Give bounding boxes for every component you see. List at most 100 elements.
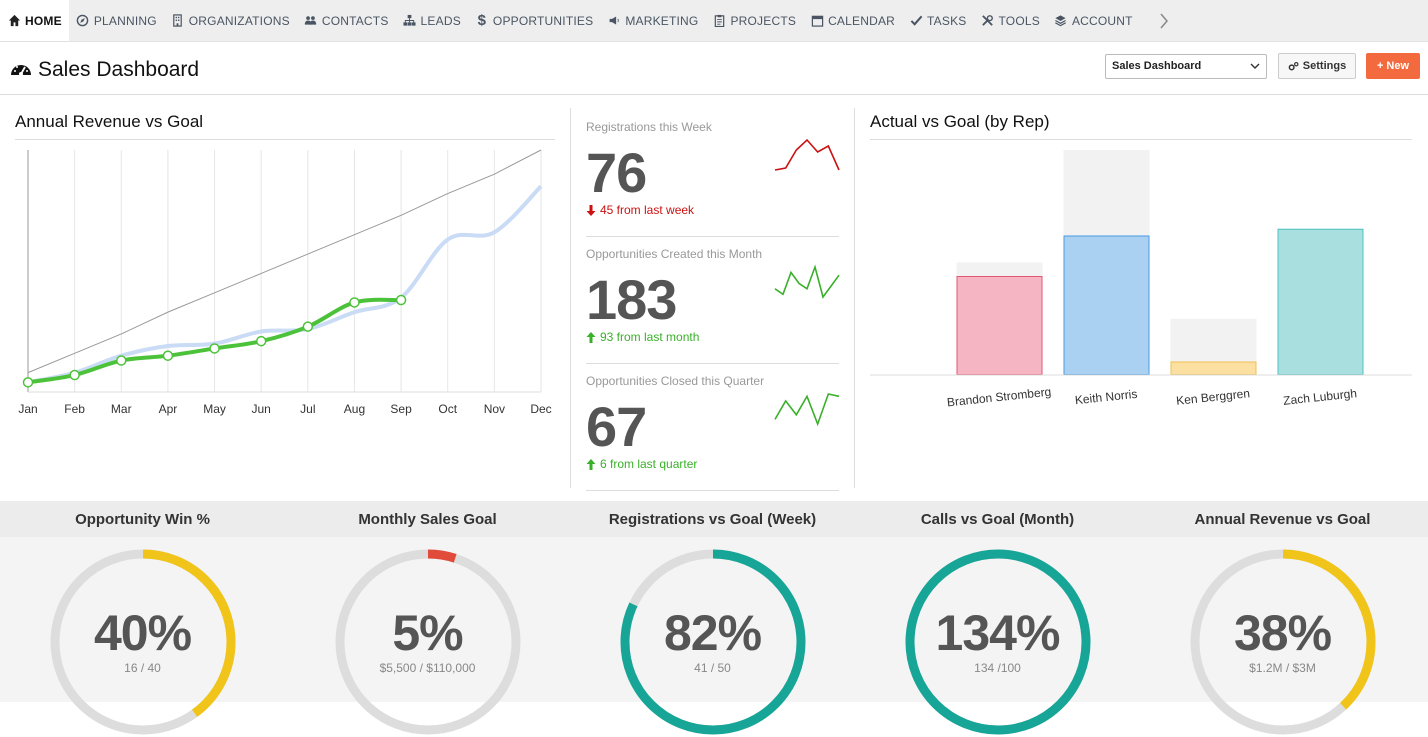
goal-line — [27, 149, 542, 374]
kpi-opportunities-closed: Opportunities Closed this Quarter 67 6 f… — [586, 364, 840, 491]
nav-item-label: OPPORTUNITIES — [492, 13, 594, 28]
sparkline — [774, 138, 840, 171]
gauge-title: Opportunity Win % — [75, 511, 210, 528]
calendar-icon — [810, 14, 824, 28]
clipboard-icon — [712, 14, 726, 28]
gauge-subtext: 134 /100 — [974, 661, 1021, 675]
x-tick-label: Zach Luburgh — [1283, 386, 1358, 408]
gauge-subtext: $1.2M / $3M — [1249, 661, 1316, 675]
settings-button[interactable]: Settings — [1278, 53, 1356, 79]
gauge-percent: 40% — [93, 605, 192, 661]
revenue-chart: Jan Feb Mar Apr May Jun Jul Aug Sep Oct Nov Dec — [18, 149, 552, 416]
kpi-label: Opportunities Created this Month — [586, 247, 763, 261]
hierarchy-icon — [403, 14, 417, 28]
nav-item-account[interactable]: ACCOUNT — [1047, 0, 1140, 41]
gauge-fill — [335, 549, 521, 735]
dashboard-select[interactable]: Sales Dashboard — [1105, 54, 1267, 79]
actual-point — [395, 294, 407, 306]
people-icon — [304, 14, 318, 28]
actual-bar — [1170, 361, 1257, 375]
check-icon — [909, 14, 923, 28]
nav-item-label: LEADS — [420, 13, 461, 28]
megaphone-icon — [607, 14, 621, 28]
kpi-label: Opportunities Closed this Quarter — [586, 374, 765, 388]
nav-item-opportunities[interactable]: $ OPPORTUNITIES — [468, 0, 600, 41]
x-tick-label: Brandon Stromberg — [946, 385, 1052, 410]
nav-item-tasks[interactable]: TASKS — [902, 0, 973, 41]
dashboard-select-value: Sales Dashboard — [1112, 60, 1202, 72]
rep-chart: Brandon Stromberg Keith Norris Ken Berggre… — [870, 150, 1412, 410]
nav-item-projects[interactable]: PROJECTS — [705, 0, 803, 41]
nav-item-label: PROJECTS — [730, 13, 797, 28]
gauge: Registrations vs Goal (Week) 82% 41 / 50 — [570, 501, 855, 735]
nav-item-label: HOME — [25, 13, 62, 28]
x-tick-label: Ken Berggren — [1176, 386, 1251, 408]
actual-bar — [956, 276, 1043, 375]
x-tick-label: Oct — [438, 402, 457, 416]
nav-item-calendar[interactable]: CALENDAR — [803, 0, 902, 41]
nav-item-leads[interactable]: LEADS — [396, 0, 468, 41]
kpi-delta-text: 6 from last quarter — [600, 457, 698, 471]
page-title-text: Sales Dashboard — [38, 58, 200, 81]
x-tick-label: Jul — [300, 402, 315, 416]
nav-item-home[interactable]: HOME — [0, 0, 69, 41]
new-label: + New — [1376, 60, 1410, 72]
nav-item-marketing[interactable]: MARKETING — [600, 0, 705, 41]
sparkline — [774, 393, 840, 426]
gauge-header-band — [0, 501, 1428, 537]
gears-icon — [1288, 61, 1299, 70]
nav-item-label: TOOLS — [998, 13, 1040, 28]
nav-item-label: TASKS — [927, 13, 967, 28]
x-tick-label: Aug — [344, 402, 365, 416]
new-button[interactable]: + New — [1366, 53, 1420, 79]
kpi-delta: 93 from last month — [586, 330, 699, 344]
gauge: Opportunity Win % 40% 16 / 40 — [0, 501, 285, 735]
revenue-panel: Annual Revenue vs Goal — [15, 112, 555, 140]
actual-point — [69, 369, 80, 381]
arrow-up-icon — [586, 458, 596, 470]
kpi-value: 183 — [586, 268, 677, 331]
nav-item-tools[interactable]: TOOLS — [973, 0, 1046, 41]
kpi-delta: 45 from last week — [586, 203, 694, 217]
x-tick-label: Nov — [484, 402, 505, 416]
building-icon — [171, 14, 185, 28]
wrench-icon — [980, 14, 994, 28]
kpi-value: 76 — [586, 141, 647, 204]
sparkline-path — [774, 138, 840, 171]
sparkline-path — [774, 393, 840, 426]
title-bar: Sales Dashboard Sales Dashboard Settings… — [0, 43, 1428, 95]
page-title: Sales Dashboard — [10, 58, 199, 82]
gauge-percent: 38% — [1233, 605, 1332, 661]
nav-item-planning[interactable]: PLANNING — [69, 0, 164, 41]
nav-more-button[interactable] — [1146, 0, 1182, 41]
arrow-down-icon — [586, 204, 596, 216]
x-tick-label: Feb — [64, 402, 85, 416]
gauge-percent: 82% — [663, 605, 762, 661]
sparkline-path — [774, 264, 840, 299]
nav-item-contacts[interactable]: CONTACTS — [297, 0, 396, 41]
kpi-delta-text: 45 from last week — [600, 203, 695, 217]
gauge-subtext: 16 / 40 — [124, 661, 161, 675]
kpi-opportunities-created: Opportunities Created this Month 183 93 … — [586, 237, 840, 364]
layers-icon — [1054, 14, 1068, 28]
revenue-panel-title: Annual Revenue vs Goal — [15, 112, 204, 131]
dashboard-icon — [11, 65, 31, 76]
nav-item-organizations[interactable]: ORGANIZATIONS — [164, 0, 297, 41]
kpi-delta-text: 93 from last month — [600, 330, 700, 344]
x-tick-label: Jun — [252, 402, 271, 416]
nav-item-label: ORGANIZATIONS — [188, 13, 290, 28]
gauge-subtext: $5,500 / $110,000 — [379, 661, 476, 675]
x-tick-label: Apr — [159, 402, 178, 416]
chevron-right-icon — [1160, 13, 1168, 28]
actual-point — [209, 343, 220, 354]
gauge-strip: Opportunity Win % 40% 16 / 40 Monthly Sales… — [0, 501, 1428, 735]
x-tick-label: Sep — [390, 402, 412, 416]
actual-point — [162, 350, 174, 361]
actual-bar — [1277, 228, 1364, 375]
compass-icon — [76, 14, 90, 28]
home-icon — [7, 14, 21, 28]
actual-point — [116, 355, 127, 366]
arrow-up-icon — [586, 331, 596, 343]
nav-item-label: CALENDAR — [828, 13, 896, 28]
x-tick-label: May — [203, 402, 226, 416]
